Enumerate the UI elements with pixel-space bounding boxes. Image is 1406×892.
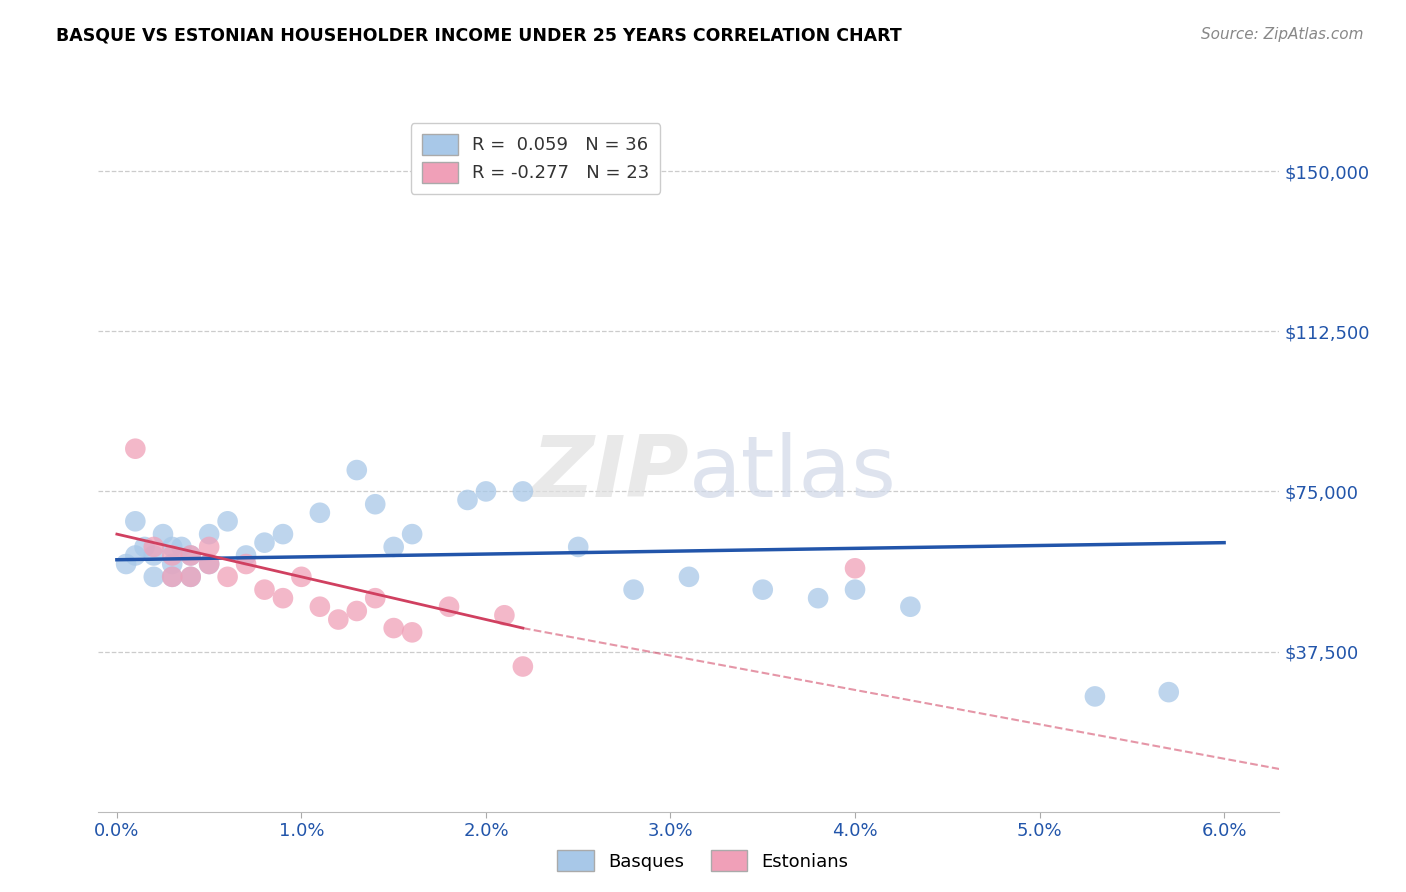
Point	[401, 625, 423, 640]
Point	[235, 557, 257, 571]
Point	[271, 591, 294, 606]
Point	[752, 582, 775, 597]
Point	[346, 604, 368, 618]
Point	[457, 492, 479, 507]
Point	[152, 527, 174, 541]
Point	[180, 549, 202, 563]
Point	[162, 540, 183, 554]
Text: BASQUE VS ESTONIAN HOUSEHOLDER INCOME UNDER 25 YEARS CORRELATION CHART: BASQUE VS ESTONIAN HOUSEHOLDER INCOME UN…	[56, 27, 903, 45]
Point	[253, 535, 276, 549]
Point	[124, 549, 146, 563]
Point	[180, 570, 202, 584]
Point	[437, 599, 460, 614]
Point	[162, 570, 183, 584]
Point	[253, 582, 276, 597]
Point	[217, 570, 239, 584]
Point	[124, 514, 146, 528]
Point	[401, 527, 423, 541]
Point	[162, 549, 183, 563]
Point	[494, 608, 516, 623]
Point	[309, 599, 332, 614]
Text: atlas: atlas	[689, 432, 897, 515]
Point	[382, 540, 405, 554]
Point	[198, 557, 221, 571]
Point	[364, 497, 387, 511]
Point	[162, 570, 183, 584]
Point	[623, 582, 645, 597]
Point	[309, 506, 332, 520]
Point	[180, 549, 202, 563]
Point	[807, 591, 830, 606]
Text: ZIP: ZIP	[531, 432, 689, 515]
Point	[1157, 685, 1180, 699]
Point	[678, 570, 700, 584]
Point	[364, 591, 387, 606]
Point	[900, 599, 922, 614]
Point	[142, 549, 165, 563]
Point	[198, 557, 221, 571]
Point	[844, 582, 866, 597]
Point	[844, 561, 866, 575]
Point	[115, 557, 138, 571]
Point	[162, 557, 183, 571]
Point	[134, 540, 156, 554]
Text: Source: ZipAtlas.com: Source: ZipAtlas.com	[1201, 27, 1364, 42]
Point	[198, 540, 221, 554]
Legend: Basques, Estonians: Basques, Estonians	[550, 843, 856, 879]
Legend: R =  0.059   N = 36, R = -0.277   N = 23: R = 0.059 N = 36, R = -0.277 N = 23	[411, 123, 661, 194]
Point	[271, 527, 294, 541]
Point	[170, 540, 193, 554]
Point	[124, 442, 146, 456]
Point	[512, 659, 534, 673]
Point	[235, 549, 257, 563]
Point	[217, 514, 239, 528]
Point	[346, 463, 368, 477]
Point	[475, 484, 498, 499]
Point	[142, 540, 165, 554]
Point	[1084, 690, 1107, 704]
Point	[290, 570, 312, 584]
Point	[567, 540, 589, 554]
Point	[382, 621, 405, 635]
Point	[328, 613, 350, 627]
Point	[198, 527, 221, 541]
Point	[180, 570, 202, 584]
Point	[512, 484, 534, 499]
Point	[142, 570, 165, 584]
